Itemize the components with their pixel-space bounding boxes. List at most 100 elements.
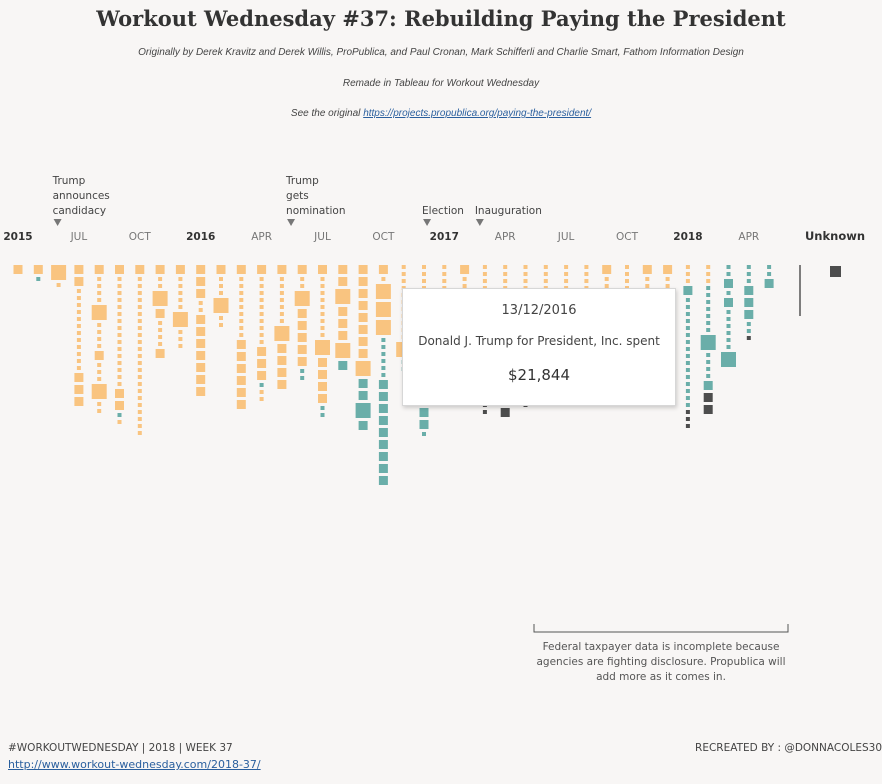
payment-square <box>401 272 406 276</box>
payment-square <box>74 277 84 286</box>
payment-square <box>320 319 325 323</box>
payment-square <box>196 339 206 348</box>
footer-link[interactable]: http://www.workout-wednesday.com/2018-37… <box>8 758 261 771</box>
payment-square <box>279 305 284 309</box>
payment-square <box>744 298 754 307</box>
payment-square <box>239 277 244 281</box>
payment-square <box>239 312 244 316</box>
incomplete-data-note: Federal taxpayer data is incomplete beca… <box>536 641 786 683</box>
payment-square <box>703 393 713 402</box>
payment-square <box>300 277 305 281</box>
payment-square <box>76 331 81 335</box>
payment-square <box>584 272 589 276</box>
payment-square <box>97 409 102 413</box>
payment-square <box>482 272 487 276</box>
payment-square <box>602 265 612 274</box>
payment-square <box>767 265 772 269</box>
payment-square <box>56 283 61 287</box>
payment-square <box>375 284 391 299</box>
payment-square <box>219 323 223 327</box>
payment-square <box>746 329 751 333</box>
payment-square <box>196 315 206 324</box>
payment-square <box>300 369 305 373</box>
payment-square <box>375 302 391 317</box>
payment-square <box>76 296 81 300</box>
payment-square <box>746 322 751 326</box>
payment-square <box>685 265 690 269</box>
payment-square <box>523 272 528 276</box>
payment-square <box>378 476 388 485</box>
payment-square <box>378 404 388 413</box>
payment-square <box>706 374 711 378</box>
payment-square <box>239 305 244 309</box>
payment-square <box>401 279 406 283</box>
payment-square <box>358 421 368 430</box>
axis-tick-label: JUL <box>313 231 331 243</box>
payment-square <box>117 420 122 424</box>
payment-square <box>259 277 264 281</box>
axis-tick-label: JUL <box>70 231 88 243</box>
payment-square <box>320 298 325 302</box>
payment-square <box>685 417 690 421</box>
payment-square <box>137 396 142 400</box>
payment-square <box>358 349 368 358</box>
payment-square <box>117 375 122 379</box>
payment-square <box>36 277 41 281</box>
payment-square <box>155 265 165 274</box>
payment-square <box>315 340 330 355</box>
payment-square <box>726 324 731 328</box>
annotation-marker-icon <box>53 219 62 226</box>
subtitle-credits: Originally by Derek Kravitz and Derek Wi… <box>138 47 744 58</box>
payment-square <box>137 326 142 330</box>
payment-square <box>625 272 629 276</box>
payment-square <box>115 401 124 410</box>
payment-square <box>746 265 751 269</box>
payment-square <box>198 308 203 312</box>
payment-square <box>764 279 774 288</box>
payment-square <box>318 265 327 274</box>
payment-square <box>74 397 84 406</box>
payment-square <box>76 359 81 363</box>
payment-square <box>137 291 142 295</box>
payment-square <box>462 277 467 281</box>
payment-square <box>381 366 386 370</box>
payment-square <box>94 351 104 360</box>
payment-square <box>584 279 589 283</box>
payment-square <box>198 301 203 305</box>
payment-square <box>685 298 690 302</box>
footer-credit: RECREATED BY : @DONNACOLES30 <box>695 742 882 754</box>
payment-square <box>685 319 690 323</box>
payment-square <box>196 277 206 286</box>
payment-square <box>442 272 447 276</box>
payment-square <box>358 277 368 286</box>
payment-square <box>706 265 711 269</box>
payment-square <box>685 354 690 358</box>
payment-square <box>239 333 244 337</box>
payment-square <box>196 289 206 298</box>
payment-square <box>279 291 284 295</box>
payment-square <box>219 291 223 295</box>
payment-square <box>726 310 731 314</box>
payment-square <box>358 391 368 400</box>
payment-square <box>442 279 447 283</box>
payment-square <box>703 405 713 414</box>
payment-square <box>117 361 122 365</box>
original-link[interactable]: https://projects.propublica.org/paying-t… <box>363 108 592 119</box>
axis-tick-label: 2015 <box>3 231 32 243</box>
payment-square <box>422 279 426 283</box>
payment-square <box>503 265 508 269</box>
payment-square <box>196 387 206 396</box>
payment-square <box>665 277 670 281</box>
payment-square <box>338 361 348 370</box>
annotation-marker-icon <box>287 219 296 226</box>
payment-square <box>381 373 386 377</box>
payment-square <box>320 305 325 309</box>
annotation-label: Inauguration <box>475 205 542 217</box>
payment-square <box>297 345 307 354</box>
payment-square <box>378 265 388 274</box>
payment-square <box>297 309 307 318</box>
payment-square <box>117 340 122 344</box>
payment-square <box>97 344 102 348</box>
payment-square <box>746 336 751 340</box>
payment-square <box>279 277 284 281</box>
